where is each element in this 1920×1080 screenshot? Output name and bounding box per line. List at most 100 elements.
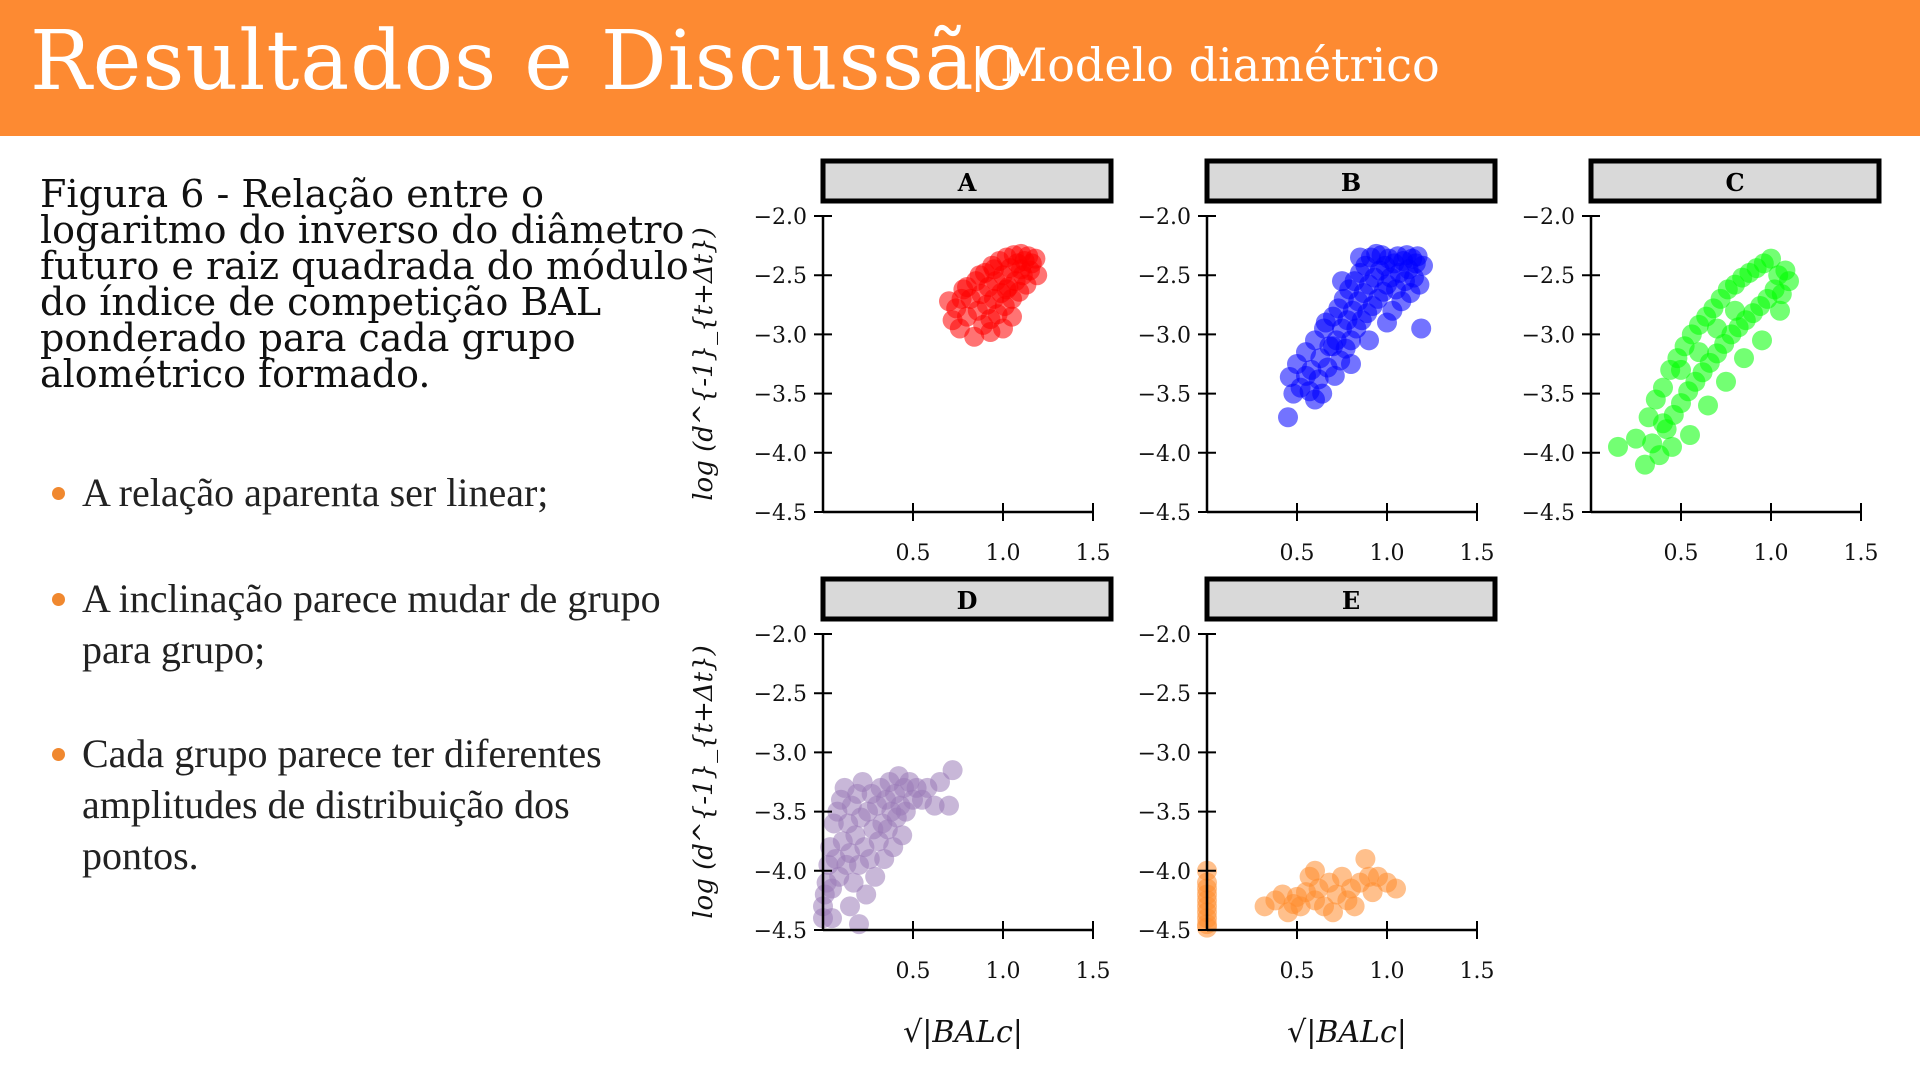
y-tick-label: −3.5 (1522, 383, 1575, 408)
y-tick-label: −2.5 (754, 682, 807, 707)
data-point (1707, 318, 1727, 339)
data-point (996, 279, 1017, 300)
data-point (1027, 265, 1048, 286)
y-tick-label: −3.5 (1138, 383, 1191, 408)
data-point (1716, 371, 1736, 392)
figure-caption: Figura 6 - Relação entre o logaritmo do … (40, 172, 689, 396)
y-tick-label: −2.5 (1522, 264, 1575, 289)
x-axis-label: √|BALc| (903, 1015, 1023, 1050)
x-tick-label: 0.5 (1664, 541, 1699, 566)
x-tick-label: 1.5 (1460, 541, 1495, 566)
data-point (856, 884, 877, 905)
panel-C: C −2.0 −2.5 −3.0 −3.5 −4.0 −4.5 0.5 1.0 1.5 (1522, 158, 1882, 566)
x-tick-label: 1.0 (1370, 959, 1405, 984)
y-tick-label: −3.0 (1522, 323, 1575, 348)
x-axis-label: √|BALc| (1287, 1015, 1407, 1050)
y-axis-label: log (d^{-1}_{t+Δt}) (689, 645, 719, 919)
y-tick-label: −4.0 (1522, 442, 1575, 467)
x-tick-label: 1.5 (1076, 541, 1111, 566)
bullet-dot-icon (52, 487, 65, 500)
panel-header-box (820, 576, 1114, 622)
data-point (1386, 878, 1406, 899)
data-point (1635, 454, 1655, 475)
y-tick-label: −3.0 (1138, 323, 1191, 348)
data-point (1011, 259, 1031, 280)
y-tick-label: −3.0 (754, 741, 807, 766)
data-point (1296, 365, 1316, 386)
bullet-dot-icon (52, 593, 65, 606)
data-point (1362, 882, 1383, 903)
slide-title: Resultados e Discussão (30, 14, 1026, 109)
panel-header-box (820, 158, 1114, 204)
data-point (1377, 312, 1397, 333)
x-tick-label: 1.5 (1460, 959, 1495, 984)
y-tick-label: −4.5 (754, 919, 807, 944)
y-tick-label: −4.0 (754, 860, 807, 885)
panel-label: E (1342, 586, 1360, 615)
data-point (1413, 255, 1433, 276)
x-tick-label: 1.0 (1370, 541, 1405, 566)
data-point (1608, 436, 1628, 457)
slide-subtitle: | Modelo diamétrico (970, 38, 1440, 92)
data-point (1305, 389, 1325, 410)
panel-label: C (1725, 168, 1744, 197)
data-point (1359, 330, 1379, 351)
x-tick-label: 1.0 (986, 959, 1021, 984)
data-point (1344, 896, 1365, 917)
bullet-text: Cada grupo parece ter diferentes amplitu… (82, 731, 602, 878)
data-point (942, 760, 963, 781)
data-point (1680, 425, 1700, 446)
panel-label: D (957, 586, 978, 615)
y-tick-label: −4.5 (754, 501, 807, 526)
panel-header-box (1588, 158, 1882, 204)
data-point (1725, 300, 1745, 321)
data-point (1779, 271, 1799, 292)
data-point (1283, 383, 1304, 404)
bullet-item: A relação aparenta ser linear; (52, 467, 672, 518)
data-point (951, 288, 972, 309)
data-point (1323, 902, 1343, 923)
panel-label: A (957, 168, 977, 197)
data-point (1002, 306, 1022, 327)
y-tick-label: −2.5 (1138, 264, 1191, 289)
data-point (1350, 247, 1370, 268)
data-point (939, 795, 959, 816)
bullet-item: Cada grupo parece ter diferentes amplitu… (52, 728, 672, 881)
y-tick-label: −2.5 (754, 264, 807, 289)
slide-header: Resultados e Discussão | Modelo diamétri… (0, 0, 1920, 136)
x-tick-label: 0.5 (896, 541, 931, 566)
y-tick-label: −3.5 (1138, 801, 1191, 826)
data-point (1653, 413, 1673, 434)
data-point (1671, 359, 1691, 380)
data-point (1689, 342, 1709, 363)
panel-B: B −2.0 −2.5 −3.0 −3.5 −4.0 −4.5 0.5 1.0 1.5 (1138, 158, 1498, 566)
y-tick-label: −2.0 (754, 623, 807, 648)
panel-E: E −2.0 −2.5 −3.0 −3.5 −4.0 −4.5 0.5 1.0 1.5 √|BALc… (1138, 576, 1498, 1050)
panel-label: B (1341, 168, 1361, 197)
data-point (1752, 330, 1772, 351)
data-point (1341, 354, 1361, 374)
y-tick-label: −4.5 (1522, 501, 1575, 526)
data-point (1770, 300, 1790, 321)
y-tick-label: −4.0 (754, 442, 807, 467)
x-tick-label: 1.0 (986, 541, 1021, 566)
data-point (1653, 377, 1673, 398)
data-point (1278, 407, 1298, 428)
x-tick-label: 0.5 (1280, 541, 1315, 566)
y-tick-label: −4.5 (1138, 919, 1191, 944)
data-point (1323, 336, 1343, 357)
data-point (924, 795, 945, 816)
data-point (1315, 312, 1336, 333)
data-point (1761, 248, 1781, 269)
y-tick-label: −4.0 (1138, 442, 1191, 467)
y-tick-label: −3.0 (754, 323, 807, 348)
data-point (1305, 860, 1325, 881)
data-point (1698, 395, 1718, 416)
y-tick-label: −2.0 (1138, 623, 1191, 648)
data-point (859, 848, 880, 869)
data-point (984, 259, 1004, 280)
data-point (930, 772, 950, 792)
data-point (1025, 248, 1046, 269)
x-tick-label: 0.5 (896, 959, 931, 984)
